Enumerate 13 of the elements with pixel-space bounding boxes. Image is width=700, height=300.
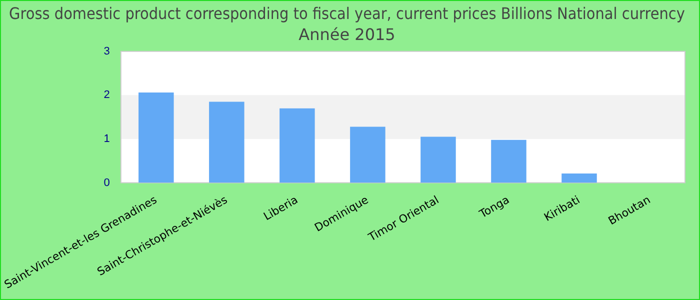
y-tick-label: 3 xyxy=(104,45,110,58)
bar xyxy=(209,102,244,183)
bar xyxy=(491,140,526,183)
y-tick-label: 0 xyxy=(104,176,110,189)
y-tick-label: 1 xyxy=(104,132,110,145)
chart-subtitle: Année 2015 xyxy=(298,24,396,44)
y-tick-label: 2 xyxy=(104,89,110,102)
bar xyxy=(350,126,386,183)
chart-title: Gross domestic product corresponding to fiscal year, current prices Billions National currency xyxy=(9,4,685,23)
bar xyxy=(562,174,597,183)
bar xyxy=(138,92,174,183)
bar xyxy=(280,108,315,183)
bar xyxy=(420,136,456,183)
